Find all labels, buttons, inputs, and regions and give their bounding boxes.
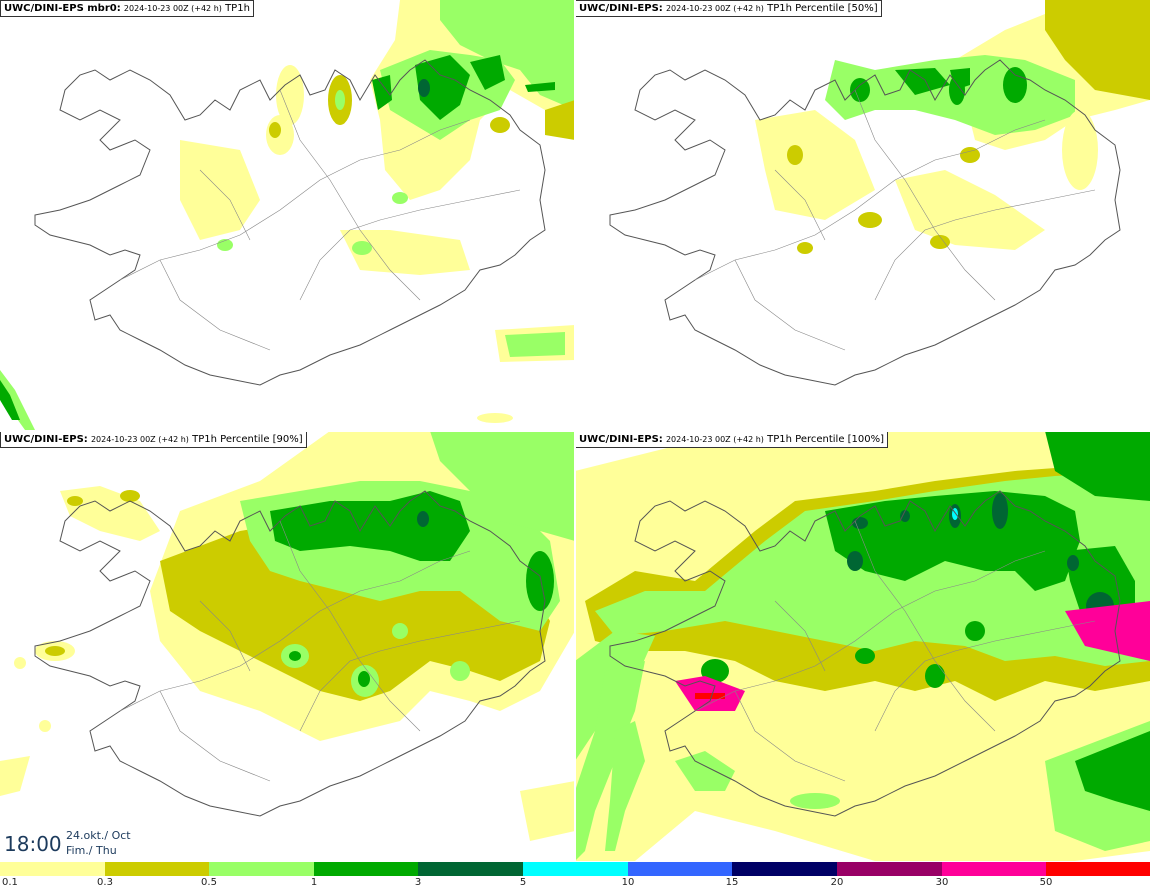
map-panel-p100: UWC/DINI-EPS: 2024-10-23 00Z (+42 h) TP1… — [575, 431, 1150, 861]
precip-field — [575, 431, 1150, 861]
run-label: 2024-10-23 00Z (+42 h) — [665, 435, 764, 444]
road-lines — [694, 520, 1096, 782]
legend-label: 5 — [519, 877, 527, 888]
valid-weekday: Fim./ Thu — [66, 844, 117, 857]
legend-color-7 — [732, 862, 837, 876]
coastline — [34, 490, 546, 817]
field-label: TP1h Percentile [50%] — [767, 3, 878, 14]
legend-label: 3 — [414, 877, 422, 888]
coastline-overlay — [609, 490, 1121, 817]
road-lines — [119, 520, 521, 782]
legend-color-8 — [837, 862, 942, 876]
field-label: TP1h Percentile [100%] — [767, 434, 885, 445]
map-panel-p50: UWC/DINI-EPS: 2024-10-23 00Z (+42 h) TP1… — [575, 0, 1150, 430]
model-label: UWC/DINI-EPS: — [579, 434, 663, 445]
coastline-overlay — [609, 59, 1121, 386]
panel-divider-horizontal — [0, 430, 1150, 432]
precip-field — [0, 0, 575, 430]
run-label: 2024-10-23 00Z (+42 h) — [90, 435, 189, 444]
legend-label: 10 — [621, 877, 635, 888]
field-label: TP1h — [225, 3, 250, 14]
legend-label: 0.1 — [2, 877, 18, 888]
panel-title: UWC/DINI-EPS mbr0: 2024-10-23 00Z (+42 h… — [0, 0, 254, 17]
coastline — [609, 490, 1121, 817]
panel-title: UWC/DINI-EPS: 2024-10-23 00Z (+42 h) TP1… — [0, 431, 307, 448]
run-label: 2024-10-23 00Z (+42 h) — [123, 4, 222, 13]
panel-title: UWC/DINI-EPS: 2024-10-23 00Z (+42 h) TP1… — [575, 431, 889, 448]
legend-color-0 — [0, 862, 105, 876]
legend-label: 1 — [310, 877, 318, 888]
coastline-overlay — [34, 490, 546, 817]
legend-label: 0.5 — [201, 877, 217, 888]
field-label: TP1h Percentile [90%] — [192, 434, 303, 445]
legend-label: 15 — [725, 877, 739, 888]
precip-map-p50 — [609, 0, 1150, 386]
legend-color-10 — [1046, 862, 1150, 876]
precip-field — [755, 0, 1150, 254]
model-label: UWC/DINI-EPS: — [4, 434, 88, 445]
coastline — [34, 59, 546, 386]
legend-color-6 — [628, 862, 732, 876]
color-legend: 0.1 0.3 0.5 1 3 5 10 15 20 30 50 — [0, 862, 1150, 891]
valid-date: 24.okt./ Oct — [66, 829, 131, 842]
model-label: UWC/DINI-EPS: — [579, 3, 663, 14]
legend-color-9 — [942, 862, 1046, 876]
legend-color-2 — [209, 862, 314, 876]
road-lines — [694, 89, 1096, 351]
legend-label: 30 — [935, 877, 949, 888]
legend-label: 0.3 — [97, 877, 113, 888]
precip-map-mbr0 — [0, 0, 575, 430]
legend-color-4 — [418, 862, 523, 876]
legend-color-5 — [523, 862, 628, 876]
precip-field — [0, 431, 575, 841]
coastline — [609, 59, 1121, 386]
valid-time: 18:00 — [4, 832, 62, 856]
map-panel-p90: UWC/DINI-EPS: 2024-10-23 00Z (+42 h) TP1… — [0, 431, 575, 861]
road-lines — [119, 89, 521, 351]
panel-title: UWC/DINI-EPS: 2024-10-23 00Z (+42 h) TP1… — [575, 0, 882, 17]
legend-color-1 — [105, 862, 209, 876]
run-label: 2024-10-23 00Z (+42 h) — [665, 4, 764, 13]
precip-map-p100 — [575, 431, 1150, 861]
map-panel-mbr0: UWC/DINI-EPS mbr0: 2024-10-23 00Z (+42 h… — [0, 0, 575, 430]
coastline-overlay — [34, 59, 546, 386]
legend-label: 50 — [1039, 877, 1053, 888]
legend-label: 20 — [830, 877, 844, 888]
legend-color-3 — [314, 862, 418, 876]
precip-map-p90 — [0, 431, 575, 841]
model-label: UWC/DINI-EPS mbr0: — [4, 3, 121, 14]
valid-time-box: 18:00 24.okt./ Oct Fim./ Thu — [0, 826, 136, 861]
